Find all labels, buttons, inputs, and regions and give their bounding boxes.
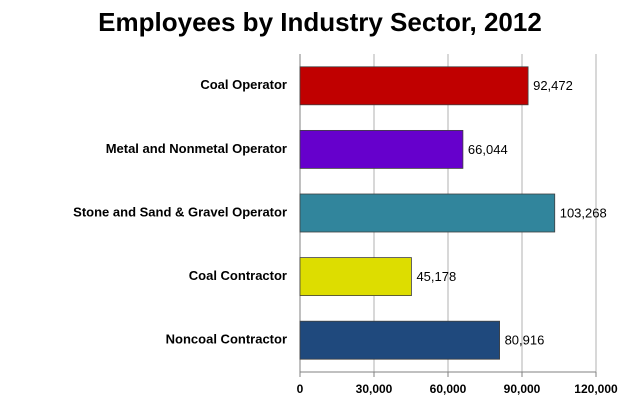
y-tick-label: Coal Operator	[200, 77, 287, 92]
y-tick-label: Metal and Nonmetal Operator	[106, 141, 287, 156]
x-tick-label: 30,000	[356, 382, 393, 396]
data-label: 45,178	[416, 269, 456, 284]
y-tick-label: Stone and Sand & Gravel Operator	[73, 204, 287, 219]
bar	[299, 257, 412, 297]
x-tick-label: 120,000	[574, 382, 618, 396]
bar	[299, 129, 464, 169]
data-label: 66,044	[468, 142, 508, 157]
bar	[299, 66, 529, 106]
data-label: 80,916	[505, 333, 545, 348]
data-label: 103,268	[560, 205, 607, 220]
x-tick-label: 0	[297, 382, 304, 396]
data-label: 92,472	[533, 78, 573, 93]
y-tick-label: Noncoal Contractor	[166, 332, 287, 347]
x-tick-label: 60,000	[430, 382, 467, 396]
chart-title: Employees by Industry Sector, 2012	[98, 7, 542, 37]
y-tick-label: Coal Contractor	[189, 268, 287, 283]
bar	[299, 193, 556, 233]
x-tick-label: 90,000	[504, 382, 541, 396]
bar	[299, 320, 500, 360]
